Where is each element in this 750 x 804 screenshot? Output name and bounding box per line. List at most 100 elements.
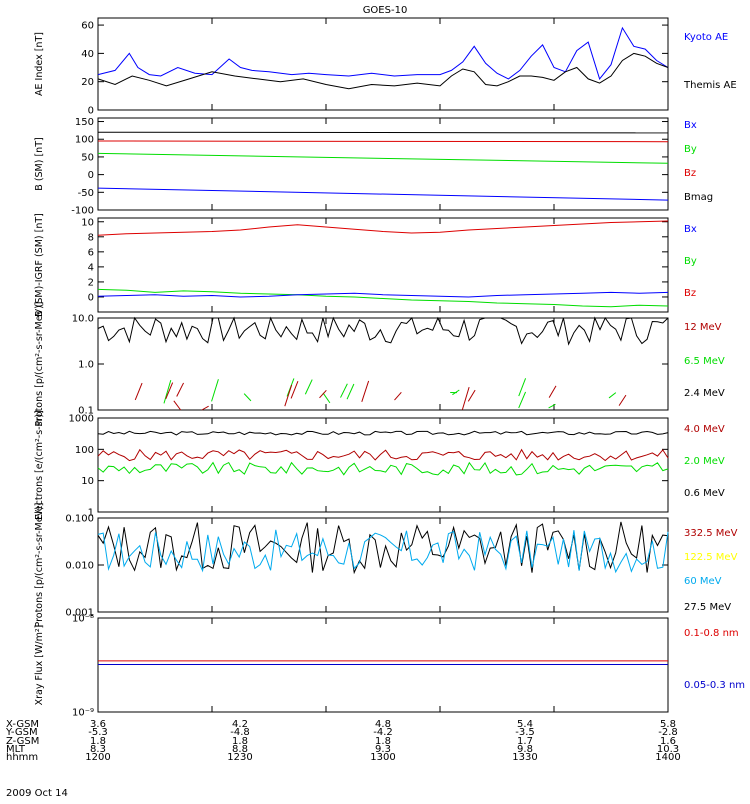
footer-value: 1230 <box>227 752 252 763</box>
series-6-5-mev <box>244 394 251 401</box>
y-tick-label: 0.100 <box>65 514 94 525</box>
y-tick-label: 60 <box>81 21 94 32</box>
panel-frame <box>98 118 668 210</box>
legend-0-05-0-3-nm: 0.05-0.3 nm <box>684 680 745 691</box>
footer-value: 1300 <box>370 752 395 763</box>
legend-122-5-mev: 122.5 MeV <box>684 552 738 563</box>
y-axis-label: Protons [p/(cm²-s-sr-MeV)] <box>34 503 45 628</box>
series-kyoto-ae <box>98 28 668 79</box>
series-12-mev <box>135 383 142 400</box>
series-bmag <box>98 132 668 133</box>
footer-value: 1330 <box>512 752 537 763</box>
series-6-5-mev <box>164 380 171 403</box>
y-tick-label: 1.0 <box>78 360 94 371</box>
series-by <box>98 153 668 163</box>
series-6-5-mev <box>323 393 330 403</box>
footer-row-label: hhmm <box>6 752 38 763</box>
series-12-mev <box>468 390 475 401</box>
y-axis-label: Protons [p/(cm²-s-sr-MeV)] <box>34 302 45 427</box>
y-tick-label: 50 <box>81 152 94 163</box>
legend-bz: Bz <box>684 288 696 299</box>
y-tick-label: -50 <box>78 188 94 199</box>
y-tick-label: 10⁻⁹ <box>72 708 94 719</box>
y-tick-label: 100 <box>75 135 94 146</box>
y-tick-label: 40 <box>81 49 94 60</box>
y-tick-label: 2 <box>88 277 94 288</box>
y-tick-label: 6 <box>88 247 94 258</box>
legend-by: By <box>684 144 697 155</box>
series-themis-ae <box>98 53 668 88</box>
legend-bx: Bx <box>684 224 697 235</box>
y-tick-label: 10 <box>81 217 94 228</box>
y-tick-label: 10.0 <box>72 314 94 325</box>
y-axis-label: Xray Flux [W/m²] <box>34 625 45 706</box>
legend-0-6-mev: 0.6 MeV <box>684 488 725 499</box>
y-tick-label: -100 <box>71 206 94 217</box>
series-12-mev <box>549 386 556 398</box>
footer-value: 1200 <box>85 752 110 763</box>
series-12-mev <box>285 385 292 406</box>
series-2-4-mev <box>98 318 668 344</box>
legend-bmag: Bmag <box>684 192 713 203</box>
legend-bz: Bz <box>684 168 696 179</box>
figure-title: GOES-10 <box>363 5 408 16</box>
figure-date: 2009 Oct 14 <box>6 788 68 799</box>
y-axis-label: B (SM)-IGRF (SM) [nT] <box>34 213 45 317</box>
legend-2-4-mev: 2.4 MeV <box>684 388 725 399</box>
y-axis-label: B (SM) [nT] <box>34 137 45 190</box>
series-0-6-mev <box>98 431 668 435</box>
y-tick-label: 150 <box>75 117 94 128</box>
legend-bx: Bx <box>684 120 697 131</box>
panel-frame <box>98 18 668 110</box>
legend-27-5-mev: 27.5 MeV <box>684 602 731 613</box>
legend-12-mev: 12 MeV <box>684 322 722 333</box>
series-6-5-mev <box>305 380 312 395</box>
y-tick-label: 0 <box>88 170 94 181</box>
series-by <box>98 289 668 306</box>
series-4-0-mev <box>98 450 668 461</box>
legend-themis-ae: Themis AE <box>683 80 737 91</box>
series-12-mev <box>174 401 181 410</box>
legend-2-0-mev: 2.0 MeV <box>684 456 725 467</box>
series-6-5-mev <box>609 393 616 398</box>
y-tick-label: 20 <box>81 77 94 88</box>
legend-kyoto-ae: Kyoto AE <box>684 32 728 43</box>
series-bz <box>98 141 668 142</box>
legend-4-0-mev: 4.0 MeV <box>684 424 725 435</box>
series-12-mev <box>619 395 626 406</box>
series-12-mev <box>202 406 209 410</box>
y-tick-label: 4 <box>88 262 94 273</box>
legend-by: By <box>684 256 697 267</box>
panel-frame <box>98 518 668 612</box>
legend-60-mev: 60 MeV <box>684 576 722 587</box>
series-60-mev <box>98 530 668 572</box>
series-bz <box>98 221 668 235</box>
series-12-mev <box>177 383 184 397</box>
legend-332-5-mev: 332.5 MeV <box>684 528 738 539</box>
series-bx <box>98 292 668 297</box>
series-12-mev <box>462 387 469 410</box>
series-12-mev <box>362 381 369 402</box>
y-tick-label: 10 <box>81 476 94 487</box>
series-2-0-mev <box>98 463 668 475</box>
legend-0-1-0-8-nm: 0.1-0.8 nm <box>684 628 739 639</box>
series-6-5-mev <box>341 384 348 398</box>
y-axis-label: AE Index [nT] <box>34 32 45 96</box>
panel-2: -100 -50 0 50 100 150 B (SM) [nT] Bx By Bz Bmag <box>34 117 713 216</box>
legend-6-5-mev: 6.5 MeV <box>684 356 725 367</box>
y-tick-label: 100 <box>75 445 94 456</box>
series-6-5-mev <box>347 384 354 399</box>
footer-value: 1400 <box>655 752 680 763</box>
panel-frame <box>98 318 668 410</box>
series-bx <box>98 188 668 200</box>
series-12-mev <box>394 392 401 400</box>
y-tick-label: 0 <box>88 292 94 303</box>
y-tick-label: 0.010 <box>65 561 94 572</box>
